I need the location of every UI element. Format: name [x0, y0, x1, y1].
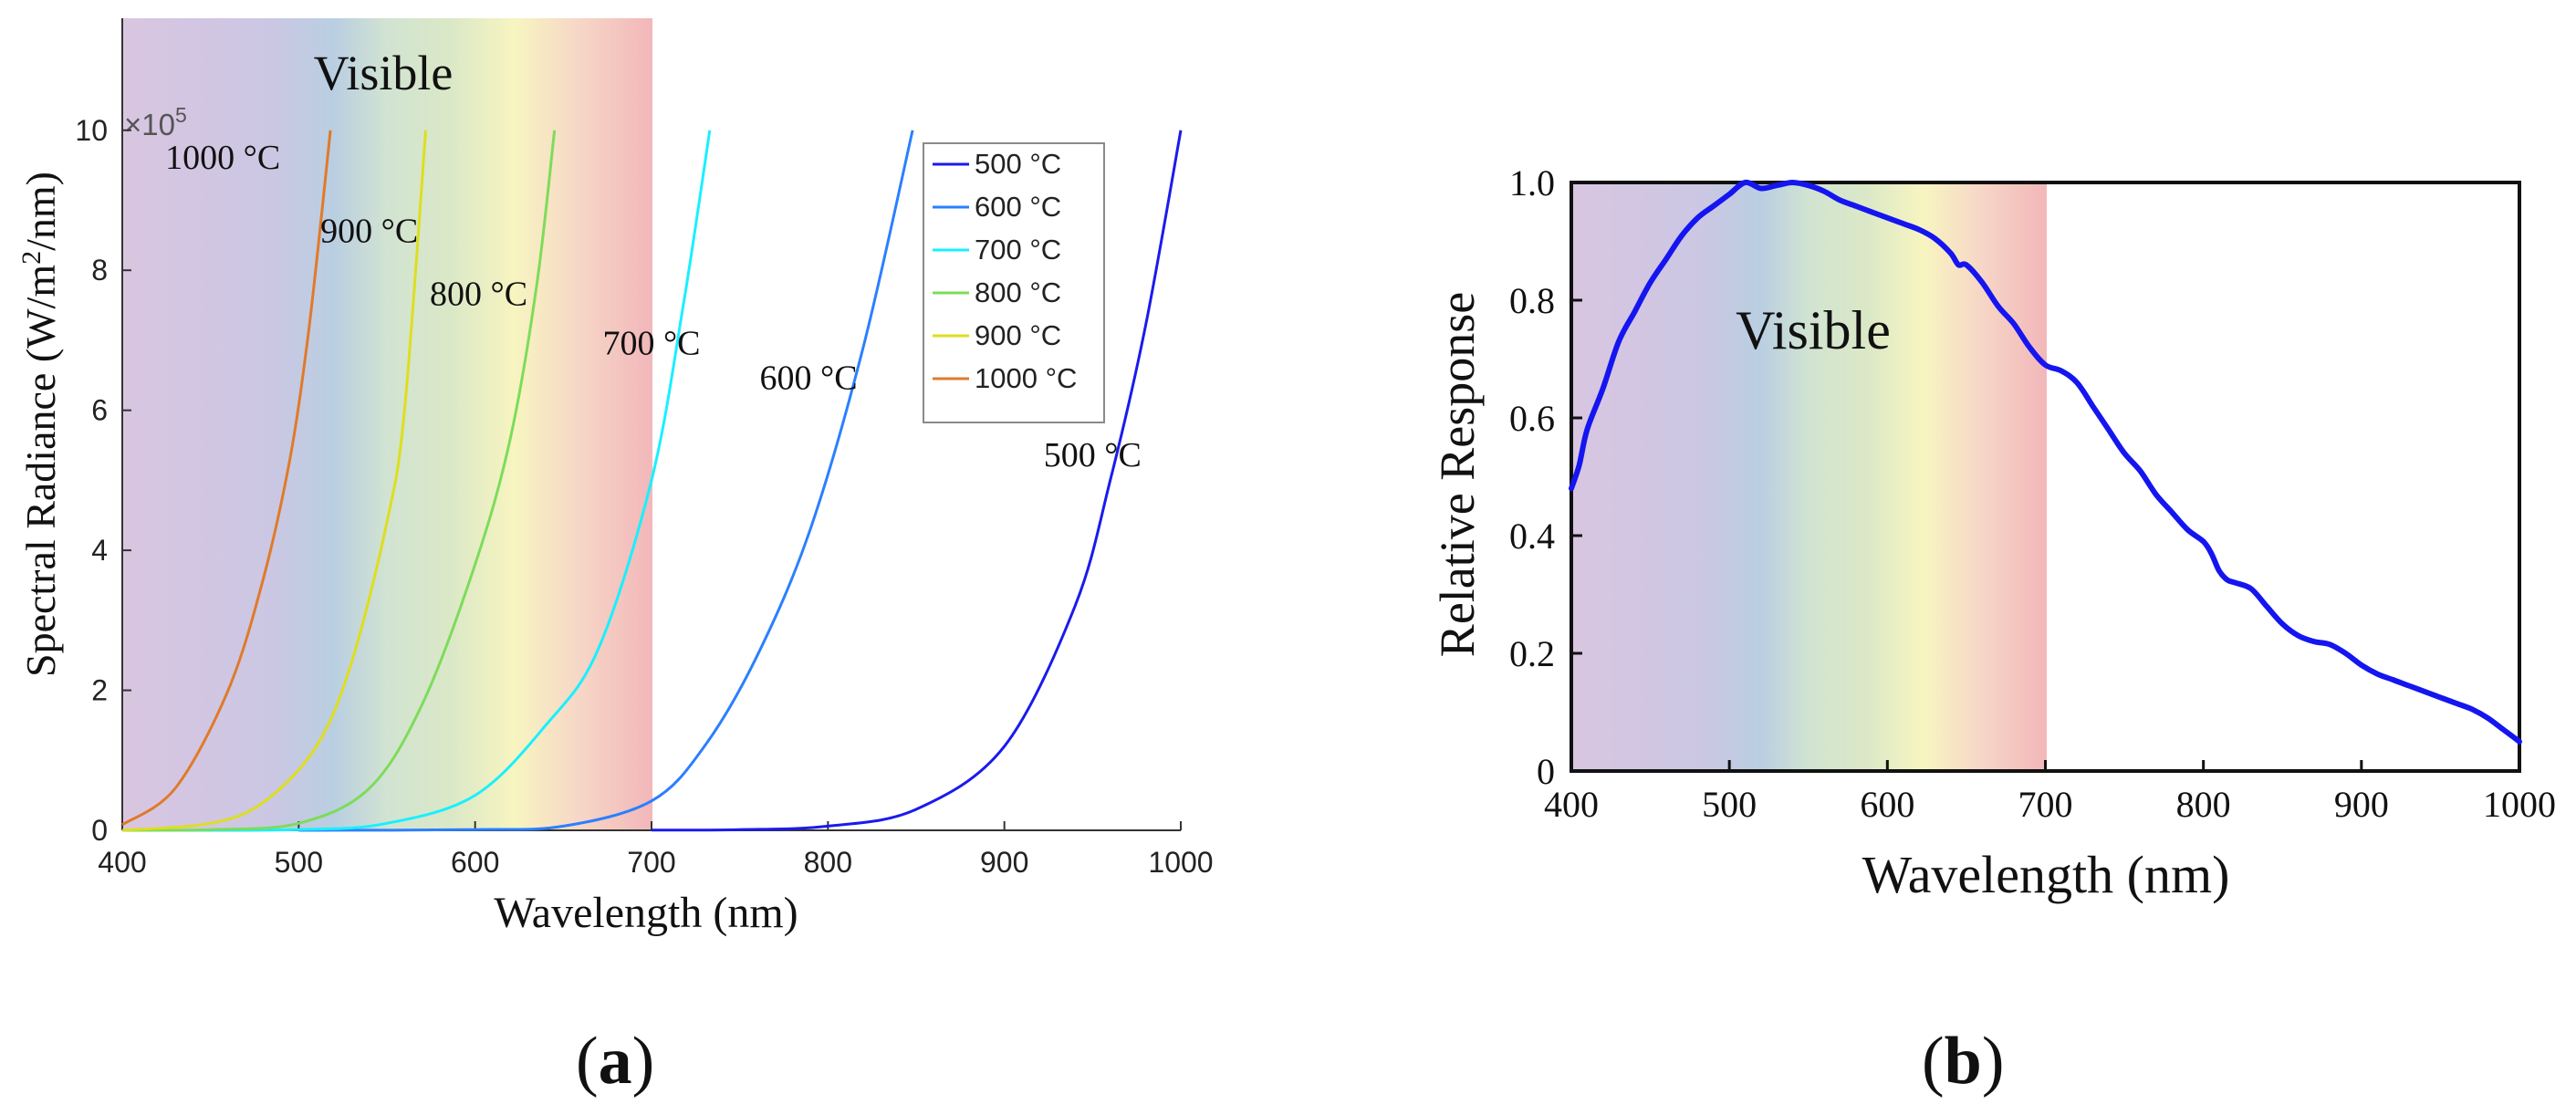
chart-a-legend-label-600c: 600 °C [975, 191, 1061, 223]
caption-a-letter: a [598, 1024, 632, 1099]
chart-a-x-tick-label: 800 [804, 846, 852, 879]
caption-b-letter: b [1944, 1024, 1982, 1099]
caption-a-close: ) [631, 1024, 655, 1099]
chart-a-curve-label: 500 °C [1044, 436, 1142, 474]
chart-b-x-tick-label: 1000 [2483, 784, 2556, 825]
chart-a-y-tick-label: 10 [75, 114, 108, 147]
chart-b-x-tick-label: 700 [2018, 784, 2073, 825]
caption-b-close: ) [1981, 1024, 2005, 1099]
chart-b-y-tick-label: 0.8 [1509, 280, 1555, 321]
chart-b-y-tick-label: 0.2 [1509, 633, 1555, 674]
chart-a-series-600c-line [298, 130, 914, 832]
chart-a-y-tick-label: 6 [91, 394, 108, 427]
chart-b-y-label: Relative Response [1430, 292, 1485, 657]
caption-a-open: ( [576, 1024, 599, 1099]
chart-a-x-label: Wavelength (nm) [494, 889, 798, 937]
caption-a: (a) [576, 1023, 654, 1100]
chart-a-y-tick-label: 2 [91, 674, 108, 707]
chart-a-series-700c-line [121, 130, 712, 832]
chart-a-y-tick-label: 4 [91, 534, 108, 567]
chart-b-y-ticks: 0 0.2 0.4 0.6 0.8 1.0 [1509, 162, 1582, 792]
chart-b-series [1569, 179, 2522, 745]
chart-a-series-500c-line [651, 130, 1183, 832]
chart-b-y-tick-label: 0.4 [1509, 516, 1555, 557]
chart-b-y-tick-label: 0.6 [1509, 398, 1555, 439]
chart-a-x-tick-label: 700 [627, 846, 675, 879]
chart-a: Visible ×105 400 500 600 700 800 900 1000 0 2 4 6… [16, 18, 1214, 937]
chart-b-x-tick-label: 800 [2176, 784, 2231, 825]
chart-a-series-1000c-line [121, 130, 332, 827]
chart-b: 400 500 600 700 800 900 1000 00.20.40.60.81.0 … [1430, 162, 2556, 904]
chart-b-x-ticks: 400 500 600 700 800 900 1000 [1544, 760, 2556, 825]
chart-a-x-tick-label: 600 [451, 846, 499, 879]
chart-a-legend-box [923, 142, 1105, 423]
caption-b: (b) [1922, 1023, 2004, 1100]
chart-a-curve-label: 900 °C [320, 213, 418, 251]
chart-a-curve-label: 700 °C [602, 324, 700, 362]
chart-a-series [121, 130, 1183, 832]
chart-b-response-line [1569, 179, 2522, 745]
chart-b-y-tick-label: 1.0 [1509, 162, 1555, 203]
chart-b-x-tick-label: 400 [1544, 784, 1599, 825]
chart-b-x-tick-label: 900 [2334, 784, 2389, 825]
chart-a-y-label: Spectral Radiance (W/m2/nm) [16, 172, 64, 677]
chart-a-y-tick-label: 8 [91, 254, 108, 287]
chart-a-x-tick-label: 400 [98, 846, 146, 879]
chart-a-curve-label: 800 °C [430, 276, 527, 314]
chart-a-series-900c-line [121, 130, 427, 832]
chart-a-legend-label-900c: 900 °C [975, 319, 1061, 351]
chart-a-series-800c-line [121, 130, 557, 832]
chart-a-curve-label: 1000 °C [165, 139, 280, 177]
chart-a-curve-labels: 1000 °C 900 °C 800 °C 700 °C 600 °C 500 °C [165, 139, 1142, 474]
chart-b-visible-label: Visible [1736, 300, 1891, 360]
chart-b-x-tick-label: 600 [1860, 784, 1914, 825]
chart-b-x-tick-label: 500 [1702, 784, 1757, 825]
chart-a-visible-label: Visible [314, 46, 454, 100]
chart-a-legend: 500 °C 600 °C 700 °C 800 °C 900 °C 1000 °C [923, 142, 1105, 423]
chart-a-legend-label-1000c: 1000 °C [975, 362, 1077, 394]
chart-a-x-tick-label: 1000 [1148, 846, 1213, 879]
chart-a-visible-band [122, 18, 652, 830]
chart-a-x-tick-label: 500 [275, 846, 323, 879]
chart-a-curve-label: 600 °C [760, 360, 858, 398]
chart-a-y-multiplier: ×105 [124, 103, 187, 141]
chart-b-y-tick-label: 0 [1537, 751, 1555, 792]
chart-a-x-ticks: 400 500 600 700 800 900 1000 [98, 821, 1214, 879]
chart-a-legend-label-700c: 700 °C [975, 234, 1061, 266]
chart-a-x-tick-label: 900 [980, 846, 1028, 879]
chart-a-y-tick-label: 0 [91, 814, 108, 847]
chart-a-legend-label-500c: 500 °C [975, 148, 1061, 180]
chart-b-x-label: Wavelength (nm) [1862, 845, 2230, 904]
caption-b-open: ( [1922, 1024, 1945, 1099]
chart-a-legend-label-800c: 800 °C [975, 276, 1061, 308]
